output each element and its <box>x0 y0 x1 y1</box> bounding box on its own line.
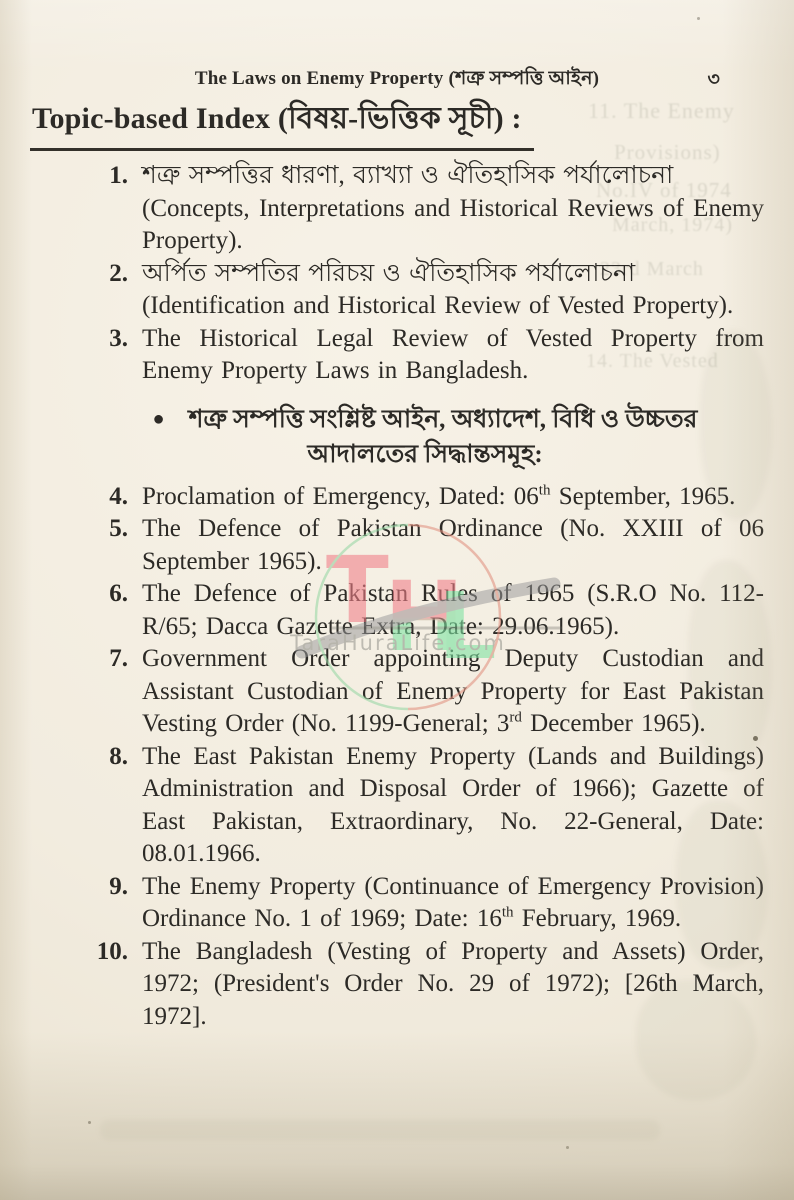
index-item: 7. Government Order appointing Deputy Cu… <box>86 643 764 741</box>
index-item: 5. The Defence of Pakistan Ordinance (No… <box>86 513 764 578</box>
item-number: 5. <box>109 515 128 542</box>
index-item: 6. The Defence of Pakistan Rules of 1965… <box>86 578 764 643</box>
item-number: 9. <box>109 872 128 900</box>
index-item: 3. The Historical Legal Review of Vested… <box>86 323 764 388</box>
index-item: 1. শত্রু সম্পত্তির ধারণা, ব্যাখ্যা ও ঐতি… <box>86 160 764 258</box>
item-number: 2. <box>109 259 128 287</box>
item-english-text: The Defence of Pakistan Ordinance (No. X… <box>142 515 764 575</box>
item-body: The Defence of Pakistan Rules of 1965 (S… <box>142 578 764 643</box>
index-content: 1. শত্রু সম্পত্তির ধারণা, ব্যাখ্যা ও ঐতি… <box>86 160 764 1033</box>
item-english-text: The Historical Legal Review of Vested Pr… <box>142 324 764 385</box>
index-item: 9. The Enemy Property (Continuance of Em… <box>86 871 764 936</box>
item-body: The Historical Legal Review of Vested Pr… <box>142 323 764 388</box>
item-body: The Defence of Pakistan Ordinance (No. X… <box>142 513 764 578</box>
page-number: ৩ <box>707 69 720 90</box>
item-english-text: The Defence of Pakistan Rules of 1965 (S… <box>142 580 764 640</box>
item-body: Proclamation of Emergency, Dated: 06th S… <box>142 481 764 514</box>
bleedthrough-text: 11. The Enemy <box>588 98 735 123</box>
item-number: 6. <box>109 580 128 607</box>
item-body: Government Order appointing Deputy Custo… <box>142 643 764 741</box>
bullet-icon: ● <box>152 407 165 430</box>
item-number: 7. <box>109 645 128 672</box>
item-number: 4. <box>109 482 128 510</box>
index-item: 10. The Bangladesh (Vesting of Property … <box>86 936 764 1034</box>
item-number: 3. <box>109 324 128 352</box>
item-english-text: The East Pakistan Enemy Property (Lands … <box>142 742 764 868</box>
section-heading-line1: ● শত্রু সম্পত্তি সংশ্লিষ্ট আইন, অধ্যাদেশ,… <box>86 403 764 438</box>
item-body: অর্পিত সম্পতির পরিচয় ও ঐতিহাসিক পর্যালো… <box>142 258 764 323</box>
scan-speck <box>753 736 758 741</box>
item-body: The Bangladesh (Vesting of Property and … <box>142 936 764 1034</box>
section-heading-text2: আদালতের সিদ্ধান্তসমূহ: <box>307 440 543 468</box>
item-number: 10. <box>96 937 128 965</box>
item-english-text: The Enemy Property (Continuance of Emerg… <box>142 872 764 933</box>
index-list-intro: 1. শত্রু সম্পত্তির ধারণা, ব্যাখ্যা ও ঐতি… <box>86 160 764 388</box>
item-body: শত্রু সম্পত্তির ধারণা, ব্যাখ্যা ও ঐতিহাস… <box>142 160 764 258</box>
item-bengali-text: অর্পিত সম্পতির পরিচয় ও ঐতিহাসিক পর্যালো… <box>142 259 636 287</box>
item-english-text: (Identification and Historical Review of… <box>142 292 734 319</box>
section-heading-text1: শত্রু সম্পত্তি সংশ্লিষ্ট আইন, অধ্যাদেশ, … <box>188 405 698 433</box>
scan-speck <box>697 17 700 20</box>
section-heading: ● শত্রু সম্পত্তি সংশ্লিষ্ট আইন, অধ্যাদেশ,… <box>86 403 764 472</box>
item-english-text: (Concepts, Interpretations and Historica… <box>142 194 764 255</box>
item-english-text: Proclamation of Emergency, Dated: 06th S… <box>142 482 736 510</box>
running-header: The Laws on Enemy Property (শত্রু সম্পত্… <box>0 64 794 92</box>
running-header-title: The Laws on Enemy Property (শত্রু সম্পত্… <box>194 68 600 89</box>
scan-speck <box>88 1121 91 1124</box>
page-title: Topic-based Index (বিষয়-ভিত্তিক সূচী) : <box>30 94 534 151</box>
item-body: The Enemy Property (Continuance of Emerg… <box>142 871 764 936</box>
index-item: 2. অর্পিত সম্পতির পরিচয় ও ঐতিহাসিক পর্য… <box>86 258 764 323</box>
index-item: 4. Proclamation of Emergency, Dated: 06t… <box>86 481 764 514</box>
item-body: The East Pakistan Enemy Property (Lands … <box>142 741 764 871</box>
item-english-text: Government Order appointing Deputy Custo… <box>142 645 764 737</box>
bleedthrough-smudge <box>100 1120 660 1140</box>
scan-speck <box>566 1146 569 1149</box>
item-bengali-text: শত্রু সম্পত্তির ধারণা, ব্যাখ্যা ও ঐতিহাস… <box>142 162 674 189</box>
index-item: 8. The East Pakistan Enemy Property (Lan… <box>86 741 764 871</box>
index-list-laws: 4. Proclamation of Emergency, Dated: 06t… <box>86 481 764 1034</box>
item-english-text: The Bangladesh (Vesting of Property and … <box>142 937 764 1030</box>
item-number: 8. <box>109 742 128 770</box>
item-number: 1. <box>109 162 128 189</box>
